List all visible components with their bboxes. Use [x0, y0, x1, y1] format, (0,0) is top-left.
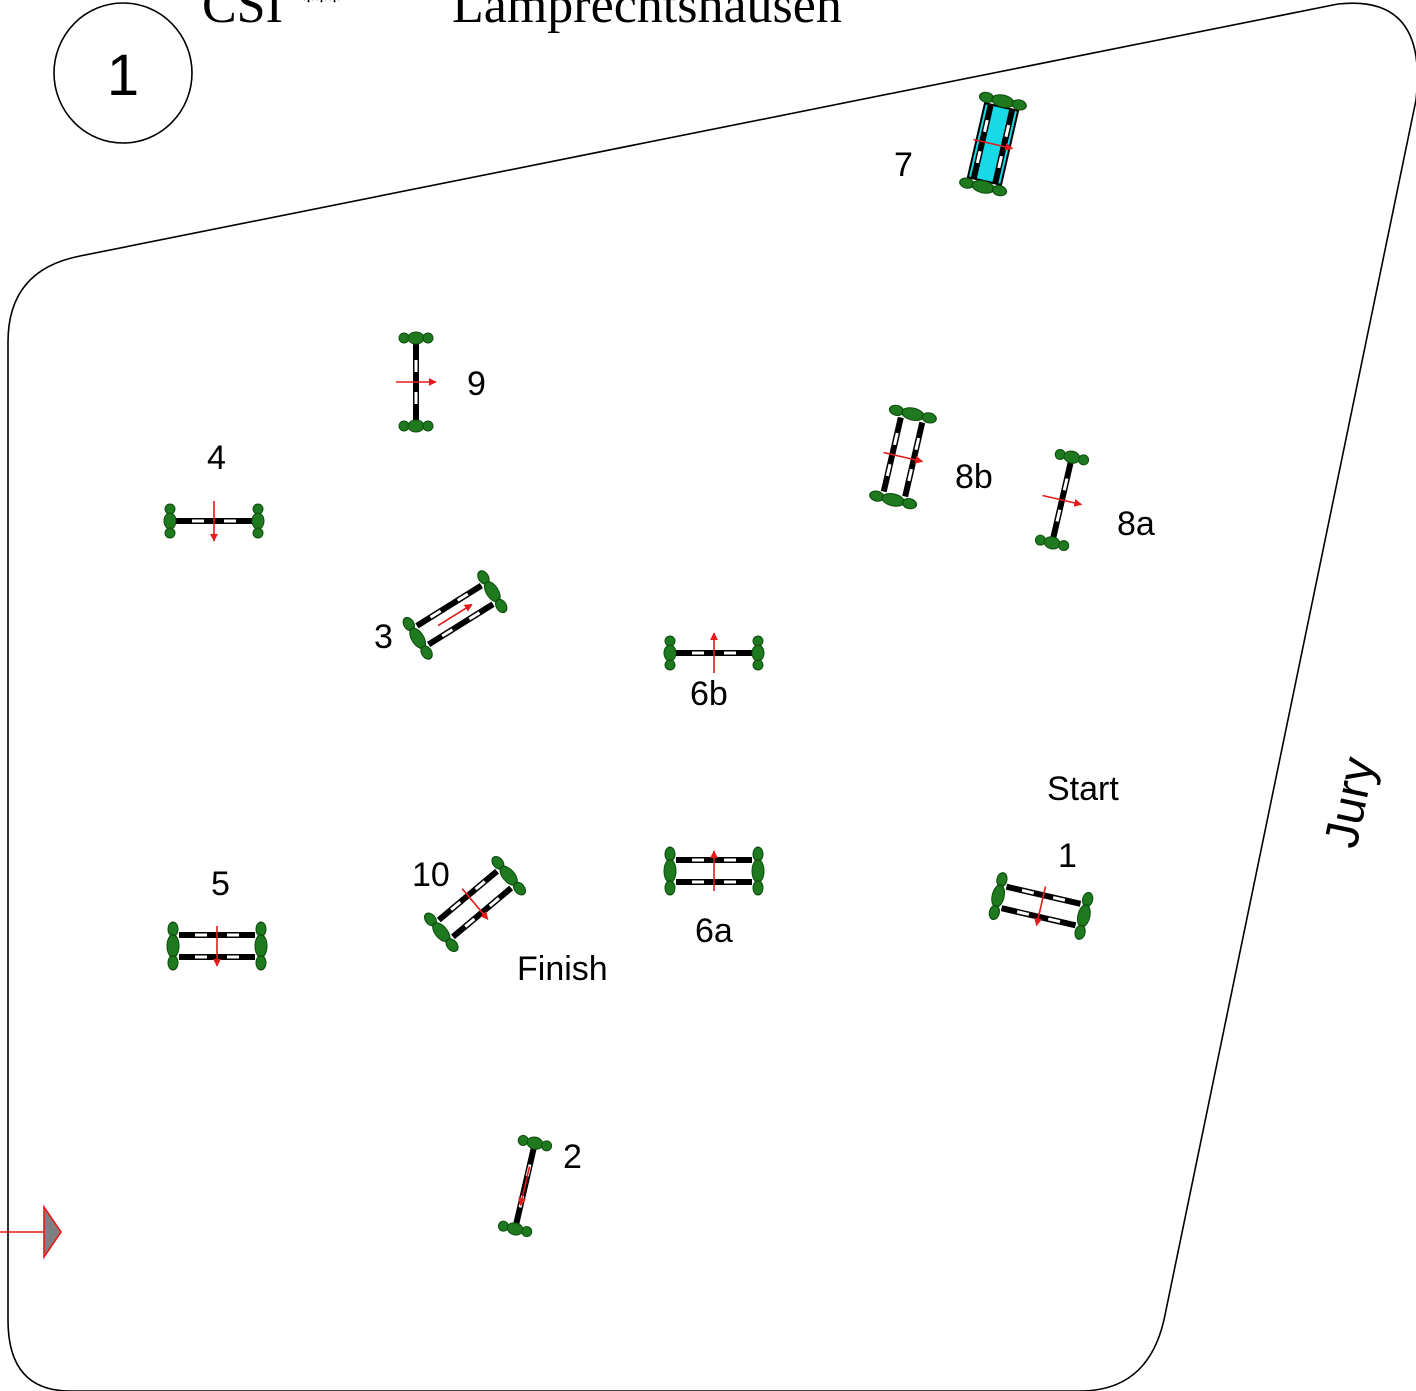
obstacle-2 — [496, 1132, 554, 1240]
flower-stand-icon — [254, 921, 268, 971]
jump-direction-arrow-icon — [518, 1166, 531, 1207]
obstacle-label-8a: 8a — [1117, 505, 1155, 543]
flower-stand-icon — [166, 921, 180, 971]
obstacle-label-1: 1 — [1058, 837, 1077, 875]
course-number-badge: 1 — [53, 2, 193, 144]
title-stars: *** — [302, 0, 341, 16]
finish-label: Finish — [517, 950, 608, 988]
obstacle-label-6b: 6b — [690, 675, 728, 713]
obstacle-1 — [986, 870, 1096, 942]
title-prefix: CSI — [202, 0, 283, 34]
flower-stand-icon — [163, 503, 177, 539]
flower-stand-icon — [398, 419, 434, 433]
obstacles — [163, 89, 1096, 1240]
obstacle-3 — [399, 567, 511, 663]
flower-stand-icon — [1071, 890, 1096, 942]
flower-stand-icon — [663, 846, 677, 896]
flower-stand-icon — [986, 870, 1011, 922]
obstacle-4 — [163, 501, 265, 542]
obstacle-label-7: 7 — [894, 146, 913, 184]
flower-stand-icon — [398, 331, 434, 345]
obstacle-7 — [957, 89, 1029, 199]
flower-stand-icon — [751, 846, 765, 896]
flower-stand-icon — [867, 487, 919, 512]
title-venue: Lamprechtshausen — [452, 0, 842, 34]
jump-direction-arrow-icon — [461, 888, 489, 920]
jump-direction-arrow-icon — [1034, 886, 1047, 927]
obstacle-9 — [396, 331, 437, 433]
obstacle-8b — [867, 402, 939, 512]
flower-stand-icon — [251, 503, 265, 539]
jump-direction-arrow-icon — [437, 603, 473, 627]
entrance-arrow-icon — [0, 1204, 62, 1260]
jump-direction-arrow-icon — [1042, 494, 1083, 507]
obstacle-label-5: 5 — [211, 865, 230, 903]
flower-stand-icon — [887, 402, 939, 427]
obstacle-label-10: 10 — [412, 856, 450, 894]
obstacle-5 — [166, 921, 268, 971]
start-label: Start — [1047, 770, 1119, 808]
obstacle-10 — [420, 853, 530, 955]
obstacle-6b — [663, 632, 765, 673]
obstacle-label-3: 3 — [374, 618, 393, 656]
jury-label: Jury — [1315, 753, 1386, 853]
jump-direction-arrow-icon — [883, 451, 924, 464]
obstacle-label-8b: 8b — [955, 458, 993, 496]
obstacle-label-9: 9 — [467, 365, 486, 403]
obstacle-label-2: 2 — [563, 1138, 582, 1176]
obstacle-6a — [663, 846, 765, 896]
course-number: 1 — [107, 43, 139, 108]
flower-stand-icon — [751, 635, 765, 671]
jump-direction-arrow-icon — [973, 138, 1014, 151]
obstacle-8a — [1033, 446, 1091, 554]
flower-stand-icon — [663, 635, 677, 671]
obstacle-label-6a: 6a — [695, 912, 733, 950]
obstacle-label-4: 4 — [207, 439, 226, 477]
